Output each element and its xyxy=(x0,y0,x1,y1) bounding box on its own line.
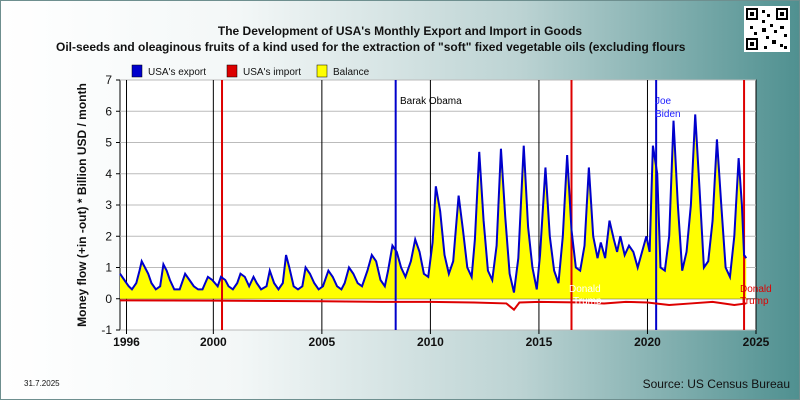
x-tick-label: 2000 xyxy=(200,335,227,349)
legend-swatch-export xyxy=(131,64,143,78)
legend-label-balance: Balance xyxy=(333,67,370,78)
import-line xyxy=(119,299,747,312)
x-tick-label: 2005 xyxy=(309,335,336,349)
balance-area xyxy=(120,114,747,299)
annotation-trump1-last: Trump xyxy=(573,296,602,307)
annotation-trump2-first: Donald xyxy=(740,284,772,295)
x-tick-label: 1996 xyxy=(113,335,140,349)
legend-label-import: USA's import xyxy=(243,67,301,78)
y-tick-label: 2 xyxy=(105,229,112,243)
annotation-biden-last: Biden xyxy=(655,109,681,120)
export-line xyxy=(119,114,748,293)
y-tick-label: 0 xyxy=(105,292,112,306)
legend-swatch-import xyxy=(226,64,238,78)
legend-label-export: USA's export xyxy=(148,67,206,78)
y-tick-label: 6 xyxy=(105,104,112,118)
source-credit: Source: US Census Bureau xyxy=(642,377,790,391)
chart-title: The Development of USA's Monthly Export … xyxy=(217,24,583,38)
y-tick-label: 1 xyxy=(105,261,112,275)
legend-swatch-balance xyxy=(316,64,328,78)
annotation-trump2-last: Trump xyxy=(740,296,769,307)
x-tick-label: 2020 xyxy=(634,335,661,349)
chart-subtitle: Oil-seeds and oleaginous fruits of a kin… xyxy=(56,40,686,54)
y-tick-label: 4 xyxy=(105,167,112,181)
y-tick-label: 3 xyxy=(105,198,112,212)
date-stamp: 31.7.2025 xyxy=(24,379,60,388)
x-tick-label: 2015 xyxy=(526,335,553,349)
x-tick-label: 2025 xyxy=(743,335,770,349)
legend: USA's export USA's import Balance xyxy=(131,64,370,78)
y-tick-label: -1 xyxy=(101,323,112,337)
x-tick-label: 2010 xyxy=(417,335,444,349)
y-tick-label: 5 xyxy=(105,136,112,150)
annotation-trump1-first: Donald xyxy=(569,284,601,295)
annotation-biden-first: Joe xyxy=(655,96,672,107)
y-tick-label: 7 xyxy=(105,73,112,87)
annotation-obama: Barak Obama xyxy=(400,96,462,107)
qr-code-icon xyxy=(744,6,790,52)
